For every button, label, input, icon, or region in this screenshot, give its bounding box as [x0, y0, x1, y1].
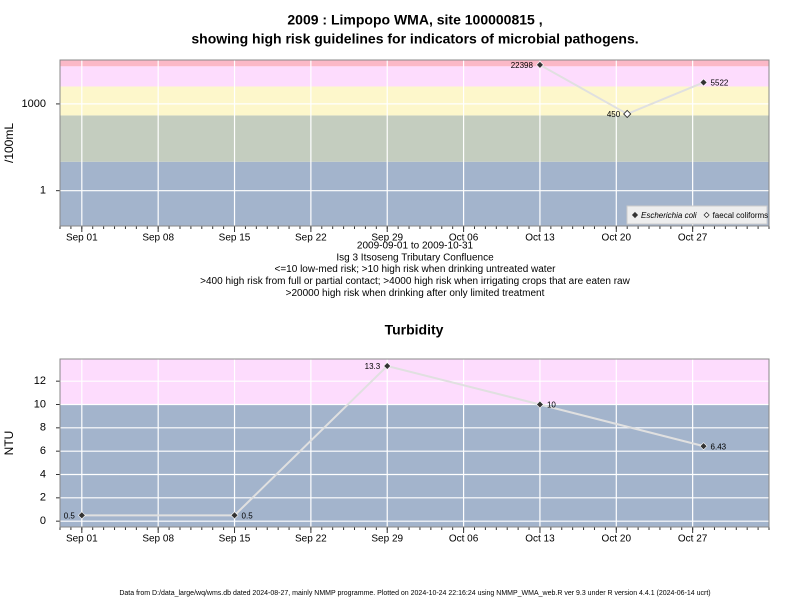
- x-tick-label: Sep 01: [66, 233, 98, 244]
- data-point: [536, 400, 544, 409]
- data-point: [77, 511, 86, 520]
- value-label: 6.43: [711, 442, 727, 451]
- value-label: 13.3: [365, 362, 381, 371]
- x-tick-label: Oct 20: [602, 534, 632, 545]
- x-tick-label: Sep 22: [295, 534, 327, 545]
- y-tick-label: 10: [34, 398, 46, 410]
- x-tick-label: Oct 06: [449, 233, 479, 244]
- legend-label: faecal coliforms: [713, 211, 769, 220]
- value-label: 5522: [711, 79, 729, 88]
- note: 2009-09-01 to 2009-10-31: [357, 241, 474, 252]
- data-point: [230, 511, 239, 520]
- x-tick-label: Sep 15: [219, 534, 251, 545]
- footer: Data from D:/data_large/wq/wms.db dated …: [119, 590, 710, 597]
- chart-title: showing high risk guidelines for indicat…: [191, 31, 638, 47]
- x-tick-label: Sep 01: [66, 534, 98, 545]
- x-tick-label: Sep 15: [219, 233, 251, 244]
- plot-frame: [59, 59, 770, 227]
- risk-band: [60, 115, 769, 162]
- data-point: [536, 60, 544, 69]
- y-tick-label: 4: [40, 468, 46, 480]
- x-tick-label: Oct 20: [602, 233, 632, 244]
- plot-frame: [59, 358, 770, 528]
- data-point: [623, 109, 632, 119]
- risk-band: [60, 86, 769, 116]
- y-axis-label: NTU: [2, 431, 16, 456]
- data-point: [699, 442, 708, 451]
- data-point: [383, 362, 392, 370]
- y-tick-label: 1: [40, 185, 46, 197]
- y-tick-label: 8: [40, 422, 46, 434]
- chart-title: Turbidity: [385, 322, 444, 338]
- x-tick-label: Sep 08: [142, 233, 174, 244]
- value-label: 450: [607, 110, 621, 119]
- legend-label: Escherichia coli: [641, 211, 697, 220]
- note: >20000 high risk when drinking after onl…: [286, 288, 545, 299]
- legend-box: [626, 205, 768, 225]
- x-tick-label: Oct 27: [678, 534, 708, 545]
- legend-marker: [703, 211, 710, 219]
- value-label: 0.5: [242, 511, 254, 520]
- x-tick-label: Oct 13: [525, 233, 555, 244]
- x-tick-label: Oct 27: [678, 233, 708, 244]
- value-label: 10: [547, 401, 556, 410]
- value-label: 22398: [511, 61, 534, 70]
- data-point: [699, 78, 708, 87]
- x-tick-label: Sep 22: [295, 233, 327, 244]
- x-tick-label: Oct 06: [449, 534, 479, 545]
- note: Isg 3 Itsoseng Tributary Confluence: [336, 252, 494, 263]
- chart-title: 2009 : Limpopo WMA, site 100000815 ,: [287, 12, 542, 28]
- x-tick-label: Oct 13: [525, 534, 555, 545]
- y-axis-label: /100mL: [2, 123, 16, 163]
- x-tick-label: Sep 29: [371, 534, 403, 545]
- legend-marker: [631, 211, 639, 219]
- risk-band: [60, 404, 769, 527]
- risk-band: [60, 60, 769, 67]
- y-tick-label: 6: [40, 445, 46, 457]
- y-tick-label: 0: [40, 515, 46, 527]
- y-tick-label: 2: [40, 492, 46, 504]
- x-tick-label: Sep 08: [142, 534, 174, 545]
- x-tick-label: Sep 29: [371, 233, 403, 244]
- y-tick-label: 12: [34, 375, 46, 387]
- note: <=10 low-med risk; >10 high risk when dr…: [275, 264, 557, 275]
- note: >400 high risk from full or partial cont…: [200, 276, 630, 287]
- y-tick-label: 1000: [22, 98, 46, 110]
- risk-band: [60, 66, 769, 87]
- value-label: 0.5: [64, 511, 76, 520]
